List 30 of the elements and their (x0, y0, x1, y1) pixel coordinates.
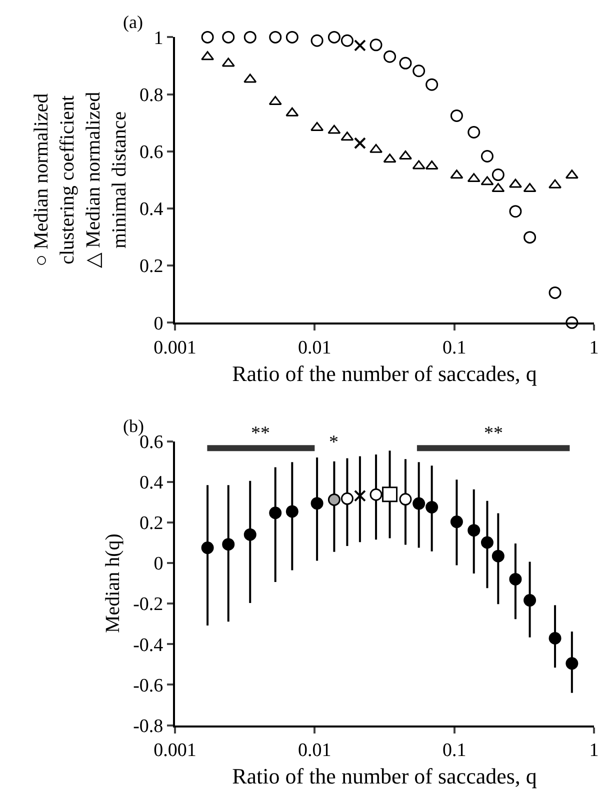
y-tick-label: 0.2 (139, 256, 164, 278)
annotation: ** (484, 423, 503, 444)
y-tick-label: 0.8 (139, 84, 164, 106)
x-tick-label: 0.1 (442, 740, 466, 762)
x-tick-label: 0.01 (298, 337, 332, 358)
y-tick-label: -0.8 (133, 716, 164, 737)
y-tick-label: -0.4 (133, 634, 164, 656)
y-axis-title: ○ Median normalized clustering coefficient △ Median normalized minimal distance (30, 92, 130, 268)
y-tick-label: 0 (154, 554, 164, 575)
y-axis-title: Median h(q) (102, 534, 124, 633)
x-axis-title: Ratio of the number of saccades, q (232, 763, 537, 788)
x-tick-label: 0.001 (154, 740, 196, 762)
x-tick-label: 1 (589, 337, 599, 358)
annotation: * (329, 432, 338, 453)
y-tick-label: -0.2 (133, 594, 164, 616)
x-tick-label: 1 (589, 740, 599, 762)
x-tick-label: 0.1 (442, 337, 466, 358)
annotation: ** (251, 423, 270, 444)
y-tick-label: -0.6 (133, 675, 164, 696)
y-tick-label: 0 (154, 313, 164, 334)
y-tick-label: 0.4 (139, 199, 164, 220)
y-tick-label: 0.4 (139, 472, 164, 494)
x-axis-title: Ratio of the number of saccades, q (232, 360, 537, 386)
y-tick-label: 0.2 (139, 513, 164, 534)
x-tick-label: 0.001 (154, 337, 196, 358)
text: (b) (123, 416, 144, 436)
x-tick-label: 0.01 (298, 740, 332, 762)
y-tick-label: 0.6 (139, 142, 164, 164)
y-tick-label: 1 (154, 28, 164, 49)
text: (a) (123, 12, 143, 32)
